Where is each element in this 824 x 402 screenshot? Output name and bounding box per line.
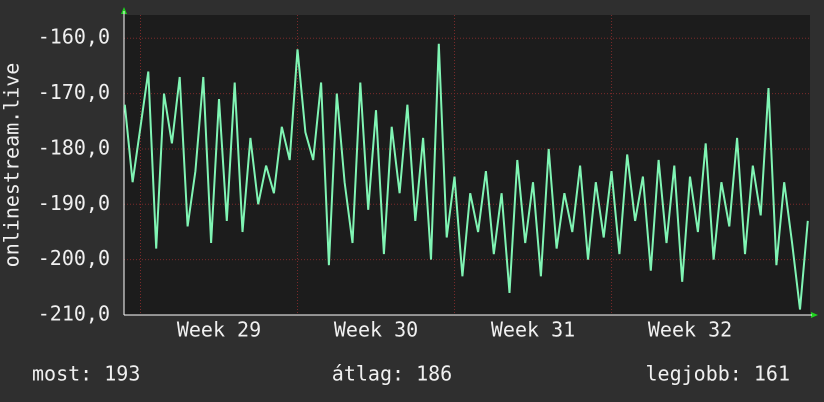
y-tick-label: -180,0 [38, 135, 110, 159]
axis-arrow [121, 7, 127, 14]
y-tick-label: -190,0 [38, 191, 110, 215]
x-tick-label: Week 31 [491, 318, 575, 342]
y-tick-label: -170,0 [38, 80, 110, 104]
x-tick-label: Week 30 [334, 318, 418, 342]
stat-label: legjobb: 161 [646, 362, 791, 386]
stat-label: most: 193 [32, 362, 140, 386]
data-line [123, 43, 809, 310]
y-tick-label: -160,0 [38, 25, 110, 49]
y-tick-label: -200,0 [38, 246, 110, 270]
x-tick-label: Week 29 [177, 318, 261, 342]
x-tick-label: Week 32 [648, 318, 732, 342]
y-axis-title: onlinestream.live [0, 63, 24, 268]
y-tick-label: -210,0 [38, 302, 110, 326]
axis-arrow [811, 312, 818, 318]
stat-label: átlag: 186 [332, 362, 452, 386]
